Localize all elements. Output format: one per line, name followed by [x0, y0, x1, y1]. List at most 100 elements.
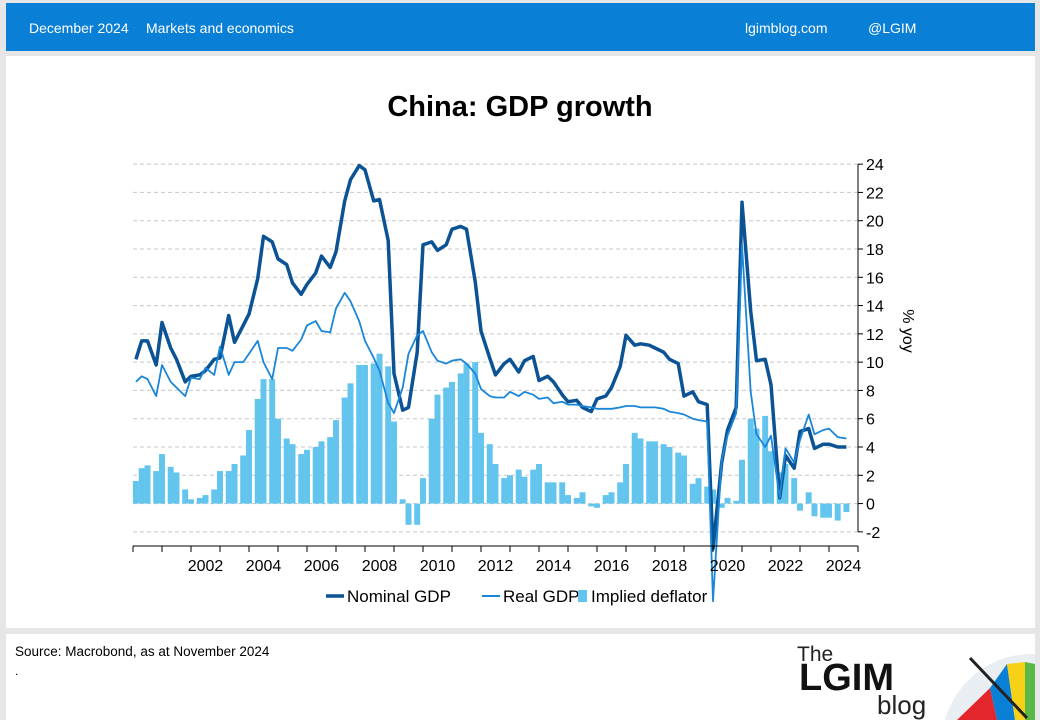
deflator-bar — [196, 497, 203, 504]
deflator-bar — [173, 472, 180, 504]
deflator-bar — [260, 379, 267, 504]
umbrella-icon — [945, 653, 1035, 720]
deflator-bar — [449, 381, 455, 504]
y-tick-label: 12 — [866, 327, 884, 344]
deflator-bar — [559, 482, 566, 504]
x-tick-label: 2004 — [246, 558, 282, 575]
deflator-bar — [573, 497, 580, 504]
deflator-bar — [843, 503, 850, 513]
deflator-bars — [132, 353, 850, 525]
deflator-bar — [391, 421, 397, 504]
deflator-bar — [153, 471, 160, 504]
y-axis-label: % yoy — [899, 309, 916, 353]
deflator-bar — [254, 398, 261, 504]
deflator-bar — [530, 469, 537, 504]
deflator-bar — [747, 418, 754, 504]
y-tick-label: 10 — [866, 355, 884, 372]
deflator-bar — [182, 489, 189, 504]
deflator-bar — [370, 363, 377, 504]
y-tick-label: 14 — [866, 299, 884, 316]
header-twitter-handle[interactable]: @LGIM — [868, 20, 917, 36]
x-tick-label: 2006 — [304, 558, 340, 575]
legend-label: Nominal GDP — [347, 587, 451, 606]
x-tick-label: 2014 — [536, 558, 572, 575]
deflator-bar — [544, 482, 551, 504]
deflator-bar — [240, 455, 247, 504]
real-gdp-line — [135, 243, 847, 603]
deflator-bar — [289, 444, 296, 504]
deflator-bar — [217, 471, 223, 504]
deflator-bar — [318, 441, 325, 504]
deflator-bar — [811, 503, 818, 517]
deflator-bar — [385, 366, 392, 504]
deflator-bar — [594, 503, 600, 508]
top-banner: December 2024 Markets and economics lgim… — [6, 3, 1035, 51]
deflator-bar — [579, 492, 586, 504]
legend-swatch-deflator — [578, 590, 587, 602]
deflator-bar — [362, 364, 368, 504]
deflator-bar — [521, 476, 528, 504]
deflator-bar — [791, 478, 798, 504]
deflator-bar — [565, 495, 571, 504]
deflator-bar — [327, 437, 334, 504]
y-tick-label: 6 — [866, 412, 875, 429]
chart-panel: China: GDP growth -2 0 2 4 6 8 10 12 14 16 18 20 22 2… — [6, 56, 1035, 628]
y-tick-label: 4 — [866, 440, 875, 457]
deflator-bar — [144, 465, 151, 504]
header-site-link[interactable]: lgimblog.com — [745, 20, 828, 36]
deflator-bar — [805, 492, 812, 504]
deflator-bar — [704, 486, 711, 504]
deflator-bar — [826, 503, 832, 518]
deflator-bar — [646, 441, 653, 504]
y-tick-label: 22 — [866, 185, 884, 202]
deflator-bar — [623, 463, 629, 504]
deflator-bar — [733, 500, 740, 504]
lgim-blog-logo[interactable]: The LGIM blog — [775, 634, 1035, 720]
y-tick-label: 18 — [866, 242, 884, 259]
y-tick-label: 24 — [866, 157, 884, 174]
deflator-bar — [304, 449, 310, 504]
deflator-bar — [782, 463, 789, 504]
deflator-bar — [631, 432, 638, 504]
deflator-bar — [617, 482, 624, 504]
y-tick-label: 2 — [866, 468, 875, 485]
deflator-bar — [550, 482, 557, 504]
deflator-bar — [341, 397, 348, 504]
x-tick-label: 2016 — [594, 558, 630, 575]
deflator-bar — [132, 480, 139, 504]
x-tick-label: 2008 — [362, 558, 398, 575]
deflator-bar — [660, 444, 667, 504]
deflator-bar — [637, 438, 644, 504]
x-tick-label: 2024 — [826, 558, 862, 575]
deflator-bar — [188, 499, 194, 504]
deflator-bar — [443, 387, 450, 504]
deflator-bar — [515, 469, 522, 504]
deflator-bar — [834, 503, 841, 521]
chart-title: China: GDP growth — [387, 91, 652, 123]
deflator-bar — [478, 432, 484, 504]
deflator-bar — [405, 503, 412, 525]
logo-lgim: LGIM — [799, 657, 894, 699]
header-category[interactable]: Markets and economics — [146, 20, 294, 36]
deflator-bar — [739, 459, 745, 504]
deflator-bar — [536, 463, 542, 504]
header-date: December 2024 — [29, 20, 129, 36]
deflator-bar — [492, 463, 499, 504]
deflator-bar — [269, 379, 276, 504]
x-tick-label: 2022 — [768, 558, 804, 575]
deflator-bar — [689, 483, 696, 504]
deflator-bar — [347, 383, 354, 504]
x-tick-label: 2002 — [188, 558, 224, 575]
deflator-bar — [376, 353, 383, 504]
deflator-bar — [159, 454, 165, 504]
legend: Nominal GDP Real GDP Implied deflator — [326, 587, 708, 606]
footer-dot: . — [15, 664, 19, 678]
deflator-bar — [246, 430, 252, 504]
deflator-bar — [356, 364, 363, 504]
legend-label: Implied deflator — [591, 587, 708, 606]
x-tick-label: 2020 — [710, 558, 746, 575]
deflator-bar — [420, 478, 426, 504]
deflator-bar — [695, 478, 702, 504]
deflator-bar — [298, 454, 305, 504]
